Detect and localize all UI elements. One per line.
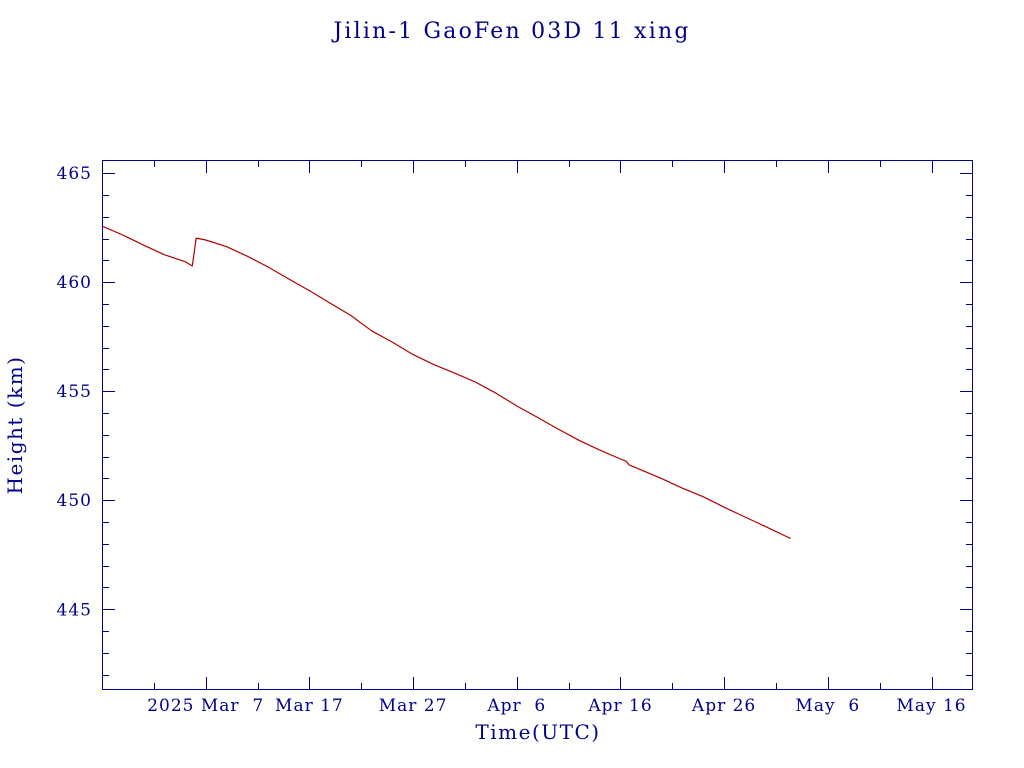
y-tick-labels: 445 450 455 460 465: [57, 164, 92, 620]
series-layer: [101, 225, 791, 539]
series-line: [101, 225, 791, 539]
x-tick-label: May 6: [795, 696, 860, 716]
y-tick-label: 450: [57, 491, 92, 511]
x-tick-labels: 2025 Mar 7 Mar 17 Mar 27 Apr 6 Apr 16 Apr 26 M…: [147, 696, 966, 716]
chart-title: Jilin-1 GaoFen 03D 11 xing: [331, 19, 690, 44]
y-tick-label: 460: [57, 273, 92, 293]
x-tick-label: 2025 Mar 7: [147, 696, 264, 716]
x-tick-label: Apr 26: [691, 696, 756, 716]
y-tick-label: 445: [57, 600, 92, 620]
x-tick-label: Apr 16: [587, 696, 652, 716]
x-tick-label: Apr 6: [486, 696, 546, 716]
plot-frame: [102, 160, 973, 690]
y-axis-label: Height (km): [3, 356, 27, 495]
x-tick-label: Mar 17: [275, 696, 344, 716]
x-axis-label: Time(UTC): [475, 720, 600, 744]
x-tick-label: Mar 27: [379, 696, 448, 716]
x-tick-label: May 16: [896, 696, 966, 716]
y-tick-label: 455: [57, 382, 92, 402]
y-tick-label: 465: [57, 164, 92, 184]
axis-ticks: [102, 160, 973, 690]
